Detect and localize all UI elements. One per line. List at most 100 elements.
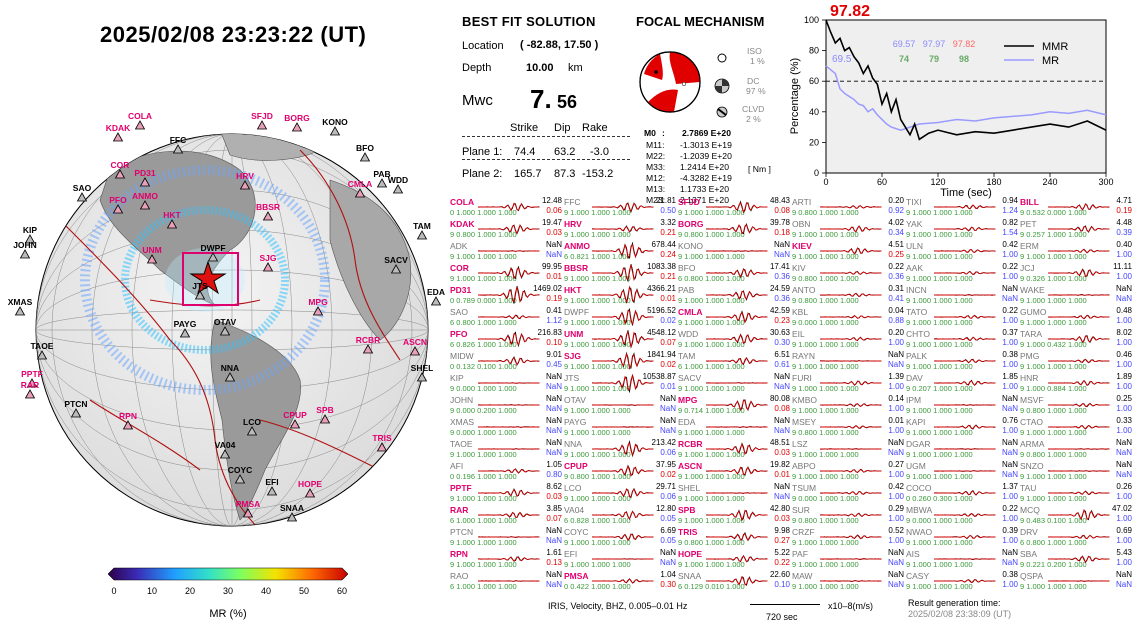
quality-values: 0 0.196 1.000 1.000 xyxy=(450,472,517,481)
quality-values: 9 1.000 1.000 1.000 xyxy=(906,362,973,371)
station-mr: NaN xyxy=(887,558,904,567)
station-mr: NaN xyxy=(773,426,790,435)
peak-amplitude: 24.59 xyxy=(769,284,790,293)
station-name: MPG xyxy=(678,395,698,405)
quality-values: 9 1.000 1.000 1.000 xyxy=(906,582,973,591)
station-mr: 1.00 xyxy=(1002,514,1018,523)
waveform-trace xyxy=(820,359,882,362)
waveform-trace xyxy=(934,226,996,232)
station-name: LCO xyxy=(564,483,582,493)
waveform-trace xyxy=(706,575,768,586)
waveform-trace xyxy=(1048,580,1110,582)
waveform-trace xyxy=(706,399,768,412)
waveform-cell: DAV 1.85 1.00 9 0.207 1.000 1.000 xyxy=(906,372,1020,394)
peak-amplitude: 10538.87 xyxy=(642,372,676,381)
waveform-trace xyxy=(478,224,540,235)
station-name: COYC xyxy=(564,527,589,537)
waveform-cell: MAW NaN NaN 9 1.000 1.000 1.000 xyxy=(792,570,906,592)
station-name: RAYN xyxy=(792,351,815,361)
waveform-trace xyxy=(934,379,996,386)
station-label: SNAA xyxy=(280,503,304,513)
quality-values: 9 1.000 1.000 1.000 xyxy=(678,318,745,327)
waveform-cell: BFO 17.41 0.36 6 0.800 1.000 1.000 xyxy=(678,262,792,284)
quality-values: 9 0.800 1.000 1.000 xyxy=(678,230,745,239)
waveform-cell: BILL 4.71 0.19 9 0.532 0.000 1.000 xyxy=(1020,196,1134,218)
station-mr: NaN xyxy=(887,360,904,369)
quality-values: 9 1.000 1.000 1.000 xyxy=(1020,428,1087,437)
quality-values: 9 1.000 1.000 1.000 xyxy=(678,340,745,349)
plane1-strike: 74.4 xyxy=(514,146,536,158)
station-mr: 0.10 xyxy=(774,580,790,589)
station-mr: 0.36 xyxy=(774,272,790,281)
station-mr: 0.07 xyxy=(546,514,562,523)
station-triangle-icon xyxy=(289,419,301,429)
peak-amplitude: 5.22 xyxy=(774,548,790,557)
station-name: ANMO xyxy=(564,241,590,251)
peak-amplitude: 0.01 xyxy=(888,416,904,425)
waveform-trace xyxy=(706,250,768,252)
peak-amplitude: 0.38 xyxy=(1002,350,1018,359)
waveform-trace xyxy=(820,534,882,540)
best-fit-header: BEST FIT SOLUTION xyxy=(462,14,596,29)
quality-values: 0 0.422 1.000 1.000 xyxy=(564,582,631,591)
waveform-trace xyxy=(478,488,540,498)
peak-amplitude: 8.62 xyxy=(546,482,562,491)
waveform-cell: CASY 0.38 1.00 9 1.000 1.000 1.000 xyxy=(906,570,1020,592)
station-marker: DWPF xyxy=(200,243,226,262)
station-marker: BORG xyxy=(284,113,310,132)
peak-amplitude: 0.22 xyxy=(888,262,904,271)
waveform-cell: ARMA NaN NaN 9 0.800 1.000 1.000 xyxy=(1020,438,1134,460)
quality-values: 9 1.000 1.000 1.000 xyxy=(450,494,517,503)
peak-amplitude: 0.22 xyxy=(1002,504,1018,513)
quality-values: 9 1.000 1.000 1.000 xyxy=(1020,362,1087,371)
waveform-trace xyxy=(934,358,996,364)
station-marker: JOHN xyxy=(13,240,37,259)
mr-annot-top: 69.57 xyxy=(893,39,916,49)
waveform-trace xyxy=(934,424,996,430)
quality-values: 6 0.129 0.010 1.000 xyxy=(678,582,745,591)
station-label: SHEL xyxy=(411,363,434,373)
station-triangle-icon xyxy=(114,169,126,179)
beachball-icon xyxy=(639,51,701,113)
station-mr: NaN xyxy=(659,558,676,567)
station-mr: NaN xyxy=(887,448,904,457)
peak-amplitude: 6.69 xyxy=(660,526,676,535)
waveform-cell: SJG 1841.94 0.02 9 1.000 1.000 1.000 xyxy=(564,350,678,372)
station-name: SFJD xyxy=(678,197,700,207)
waveform-cell: KONO NaN NaN 9 1.000 1.000 1.000 xyxy=(678,240,792,262)
mr-y-ticks: 0 20 40 60 80 100 xyxy=(804,15,826,178)
station-name: SPB xyxy=(678,505,696,515)
waveform-trace xyxy=(820,380,882,386)
station-label: PFO xyxy=(109,195,127,205)
waveform-cell: PET 4.48 0.39 9 0.257 1.000 1.000 xyxy=(1020,218,1134,240)
waveform-trace xyxy=(1048,379,1110,387)
station-triangle-icon xyxy=(239,180,251,190)
waveform-trace xyxy=(820,292,882,298)
station-name: GUMO xyxy=(1020,307,1047,317)
station-name: YAK xyxy=(906,219,923,229)
waveform-trace xyxy=(934,489,996,496)
waveform-trace xyxy=(706,310,768,324)
peak-amplitude: 0.94 xyxy=(1002,196,1018,205)
waveform-trace xyxy=(478,355,540,366)
peak-amplitude: NaN xyxy=(659,548,676,557)
peak-amplitude: 0.04 xyxy=(888,306,904,315)
station-marker: COLA xyxy=(128,111,152,130)
colorbar-ticks: 0 10 20 30 40 50 60 xyxy=(111,586,347,596)
waveform-cell: SBA 5.43 1.00 9 0.221 0.200 1.000 xyxy=(1020,548,1134,570)
quality-values: 9 1.000 1.000 1.000 xyxy=(906,406,973,415)
peak-amplitude: 29.71 xyxy=(655,482,676,491)
station-mr: 0.27 xyxy=(774,536,790,545)
waveform-trace xyxy=(934,204,996,210)
station-name: SHEL xyxy=(678,483,701,493)
peak-amplitude: 21.81 xyxy=(655,196,676,205)
waveform-trace xyxy=(478,314,540,320)
station-mr: 0.61 xyxy=(774,360,790,369)
quality-values: 9 1.000 1.000 1.000 xyxy=(678,494,745,503)
peak-amplitude: 0.26 xyxy=(1116,482,1132,491)
quality-values: 9 0.000 1.000 1.000 xyxy=(906,516,973,525)
station-triangle-icon xyxy=(24,234,36,244)
station-mr: 1.00 xyxy=(1002,492,1018,501)
station-mr: 1.00 xyxy=(1116,426,1132,435)
peak-amplitude: 678.44 xyxy=(651,240,676,249)
